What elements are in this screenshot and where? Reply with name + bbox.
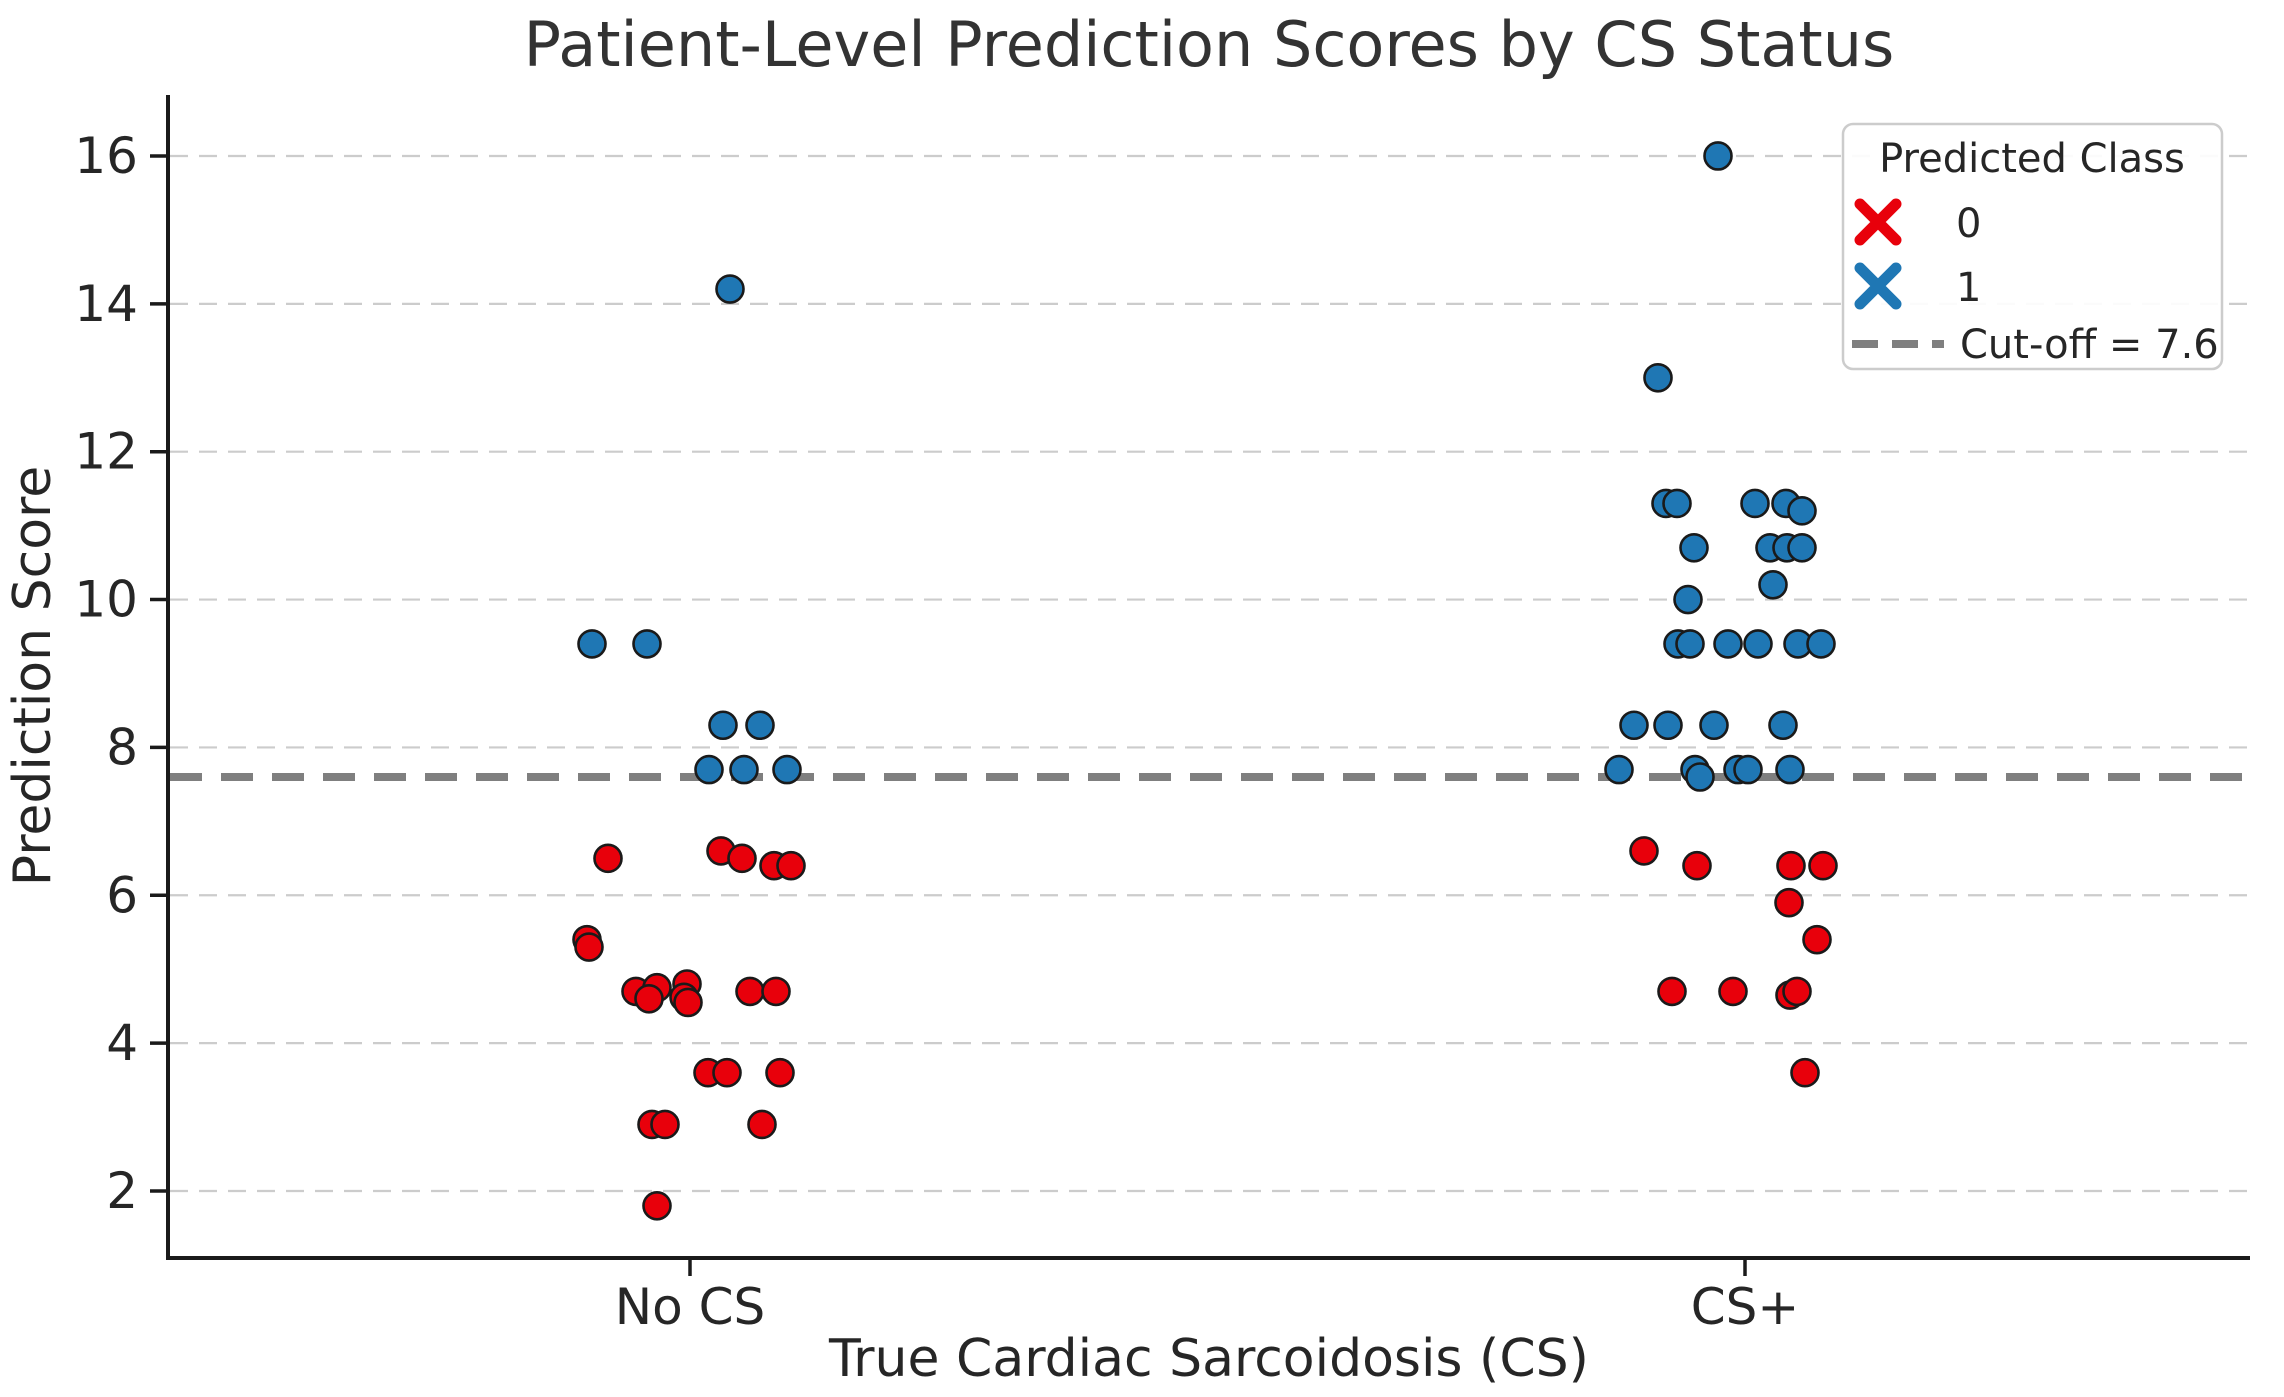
data-point — [745, 710, 775, 741]
chart-title: Patient-Level Prediction Scores by CS St… — [524, 8, 1895, 81]
y-tick-label-2: 2 — [106, 1162, 138, 1220]
data-point — [1787, 496, 1817, 526]
data-point — [1806, 629, 1836, 659]
y-tick-label-14: 14 — [74, 275, 138, 333]
data-point — [1774, 887, 1804, 918]
data-point — [765, 1057, 795, 1088]
data-point — [1718, 976, 1748, 1007]
y-tick-label-12: 12 — [74, 423, 138, 481]
legend-label-cutoff: Cut-off = 7.6 — [1960, 322, 2219, 368]
data-point — [694, 754, 724, 785]
data-point — [1619, 710, 1649, 741]
data-point — [1699, 710, 1729, 741]
data-point — [1740, 488, 1770, 519]
data-point — [1604, 754, 1634, 785]
data-point — [1657, 976, 1687, 1007]
data-point — [673, 987, 703, 1018]
class0-x-marker-icon — [1854, 198, 1902, 246]
x-axis-ticks: No CS CS+ — [615, 1258, 1800, 1336]
data-point — [1733, 754, 1763, 785]
data-point — [727, 843, 757, 874]
y-tick-label-10: 10 — [74, 571, 138, 629]
data-point — [715, 274, 745, 304]
x-tick-label-no-cs: No CS — [615, 1278, 766, 1336]
x-tick-label-cs-plus: CS+ — [1691, 1278, 1800, 1336]
legend: Predicted Class 0 1 Cut-off = 7.6 — [1841, 122, 2224, 371]
data-point — [1808, 850, 1838, 881]
data-point — [1653, 710, 1683, 741]
x-axis-label: True Cardiac Sarcoidosis (CS) — [828, 1329, 1589, 1389]
data-point — [747, 1109, 777, 1140]
data-point — [634, 983, 664, 1014]
data-point — [772, 754, 802, 785]
y-tick-label-16: 16 — [74, 127, 138, 185]
data-point — [708, 710, 738, 741]
data-point — [735, 976, 765, 1007]
legend-label-class0: 0 — [1956, 201, 1981, 247]
y-tick-label-6: 6 — [106, 866, 138, 924]
data-point — [1703, 141, 1733, 171]
data-point — [632, 629, 662, 659]
data-point — [761, 976, 791, 1007]
data-point — [1782, 976, 1812, 1007]
data-point — [1713, 629, 1743, 659]
data-point — [1787, 533, 1817, 563]
data-point — [577, 629, 607, 659]
data-point — [776, 850, 806, 881]
data-point — [1662, 488, 1692, 519]
data-point — [1790, 1057, 1820, 1088]
data-point — [1629, 836, 1659, 866]
data-point — [650, 1109, 680, 1140]
data-point — [1643, 362, 1673, 393]
class1-x-marker-icon — [1854, 262, 1902, 310]
legend-label-class1: 1 — [1956, 265, 1981, 311]
data-point — [1802, 924, 1832, 955]
y-axis-label: Prediction Score — [3, 466, 63, 887]
data-point — [1775, 754, 1805, 785]
y-tick-label-8: 8 — [106, 718, 138, 776]
y-tick-label-4: 4 — [106, 1014, 138, 1072]
data-point — [1685, 762, 1715, 792]
legend-title: Predicted Class — [1879, 136, 2185, 182]
series-class-1 — [577, 141, 1836, 792]
data-point — [1673, 584, 1703, 615]
legend-box — [1841, 122, 2224, 371]
data-point — [1679, 533, 1709, 563]
data-point — [1768, 710, 1798, 741]
data-point — [1758, 569, 1788, 600]
data-point — [729, 754, 759, 785]
series-class-0 — [572, 836, 1838, 1221]
data-point — [1675, 629, 1705, 659]
data-point — [1743, 629, 1773, 659]
data-point — [642, 1190, 672, 1221]
data-point — [574, 932, 604, 962]
data-point — [712, 1057, 742, 1088]
y-axis-ticks: 2 4 6 8 10 12 14 16 — [74, 127, 168, 1220]
data-point — [593, 843, 623, 874]
data-point — [1682, 850, 1712, 881]
data-points-layer — [572, 141, 1838, 1221]
data-point — [1776, 850, 1806, 881]
